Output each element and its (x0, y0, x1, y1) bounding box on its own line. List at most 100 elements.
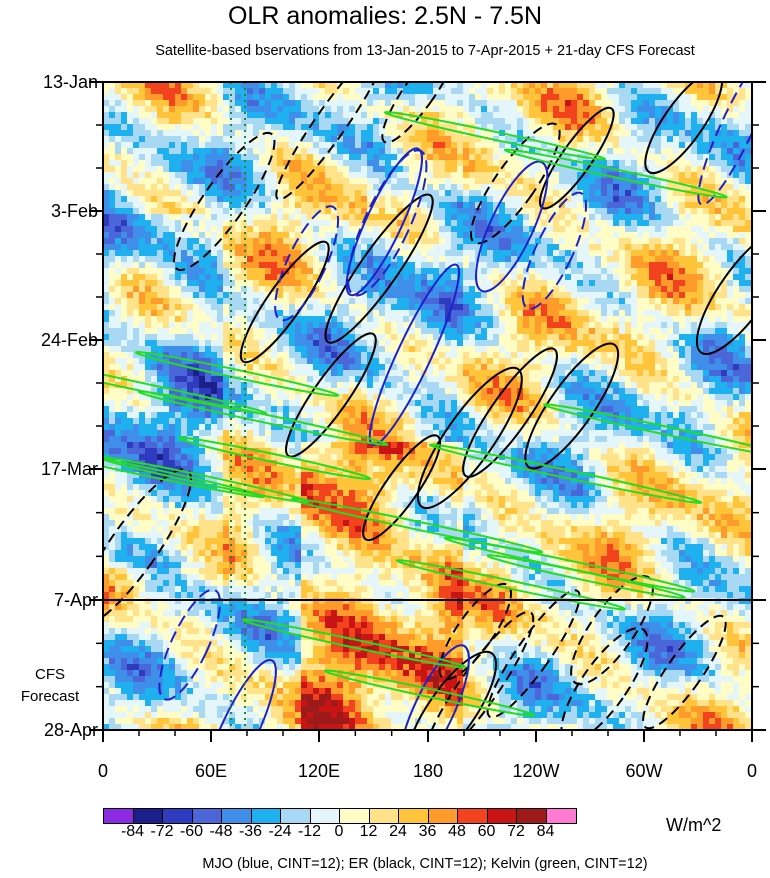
field-cell (373, 346, 379, 352)
field-cell (235, 250, 241, 256)
field-cell (619, 148, 625, 154)
field-cell (271, 124, 277, 130)
field-cell (661, 202, 667, 208)
field-cell (277, 154, 283, 160)
field-cell (409, 226, 415, 232)
field-cell (235, 220, 241, 226)
field-cell (157, 280, 163, 286)
field-cell (121, 244, 127, 250)
field-cell (613, 238, 619, 244)
field-cell (235, 262, 241, 268)
field-cell (277, 262, 283, 268)
field-cell (445, 298, 451, 304)
field-cell (163, 250, 169, 256)
field-cell (109, 340, 115, 346)
field-cell (559, 82, 565, 88)
field-cell (679, 268, 685, 274)
field-cell (391, 124, 397, 130)
field-cell (253, 232, 259, 238)
field-cell (271, 292, 277, 298)
field-cell (607, 346, 613, 352)
field-cell (277, 244, 283, 250)
field-cell (427, 148, 433, 154)
field-cell (745, 262, 751, 268)
field-cell (127, 142, 133, 148)
field-cell (739, 334, 745, 340)
field-cell (499, 118, 505, 124)
field-cell (229, 178, 235, 184)
field-cell (499, 316, 505, 322)
field-cell (361, 112, 367, 118)
field-cell (151, 352, 157, 358)
field-cell (367, 190, 373, 196)
field-cell (115, 226, 121, 232)
field-cell (703, 214, 709, 220)
field-cell (139, 226, 145, 232)
field-cell (643, 304, 649, 310)
field-cell (373, 160, 379, 166)
field-cell (361, 88, 367, 94)
field-cell (451, 106, 457, 112)
field-cell (739, 190, 745, 196)
field-cell (619, 352, 625, 358)
field-cell (553, 202, 559, 208)
field-cell (673, 178, 679, 184)
field-cell (421, 100, 427, 106)
field-cell (409, 286, 415, 292)
field-cell (397, 214, 403, 220)
field-cell (499, 172, 505, 178)
field-cell (373, 82, 379, 88)
field-cell (235, 166, 241, 172)
field-cell (547, 274, 553, 280)
field-cell (265, 148, 271, 154)
field-cell (151, 160, 157, 166)
field-cell (457, 178, 463, 184)
field-cell (109, 268, 115, 274)
field-cell (313, 322, 319, 328)
field-cell (181, 190, 187, 196)
field-cell (409, 340, 415, 346)
field-cell (301, 262, 307, 268)
field-cell (727, 304, 733, 310)
field-cell (745, 130, 751, 136)
field-cell (385, 316, 391, 322)
field-cell (379, 238, 385, 244)
field-cell (439, 238, 445, 244)
field-cell (259, 160, 265, 166)
field-cell (403, 250, 409, 256)
field-cell (199, 226, 205, 232)
field-cell (721, 214, 727, 220)
field-cell (433, 196, 439, 202)
field-cell (121, 208, 127, 214)
field-cell (301, 220, 307, 226)
field-cell (127, 238, 133, 244)
field-cell (247, 94, 253, 100)
field-cell (643, 94, 649, 100)
field-cell (229, 292, 235, 298)
field-cell (379, 172, 385, 178)
field-cell (259, 118, 265, 124)
field-cell (301, 298, 307, 304)
field-cell (643, 124, 649, 130)
field-cell (529, 346, 535, 352)
field-cell (469, 280, 475, 286)
field-cell (229, 262, 235, 268)
field-cell (523, 160, 529, 166)
chart-subtitle: Satellite-based bservations from 13-Jan-… (155, 43, 695, 59)
field-cell (409, 322, 415, 328)
field-cell (349, 346, 355, 352)
field-cell (517, 250, 523, 256)
field-cell (187, 160, 193, 166)
field-cell (625, 244, 631, 250)
field-cell (481, 352, 487, 358)
field-cell (373, 130, 379, 136)
field-cell (703, 178, 709, 184)
field-cell (697, 292, 703, 298)
field-cell (679, 334, 685, 340)
field-cell (421, 166, 427, 172)
field-cell (427, 238, 433, 244)
field-cell (199, 118, 205, 124)
field-cell (223, 286, 229, 292)
field-cell (301, 256, 307, 262)
field-cell (427, 340, 433, 346)
